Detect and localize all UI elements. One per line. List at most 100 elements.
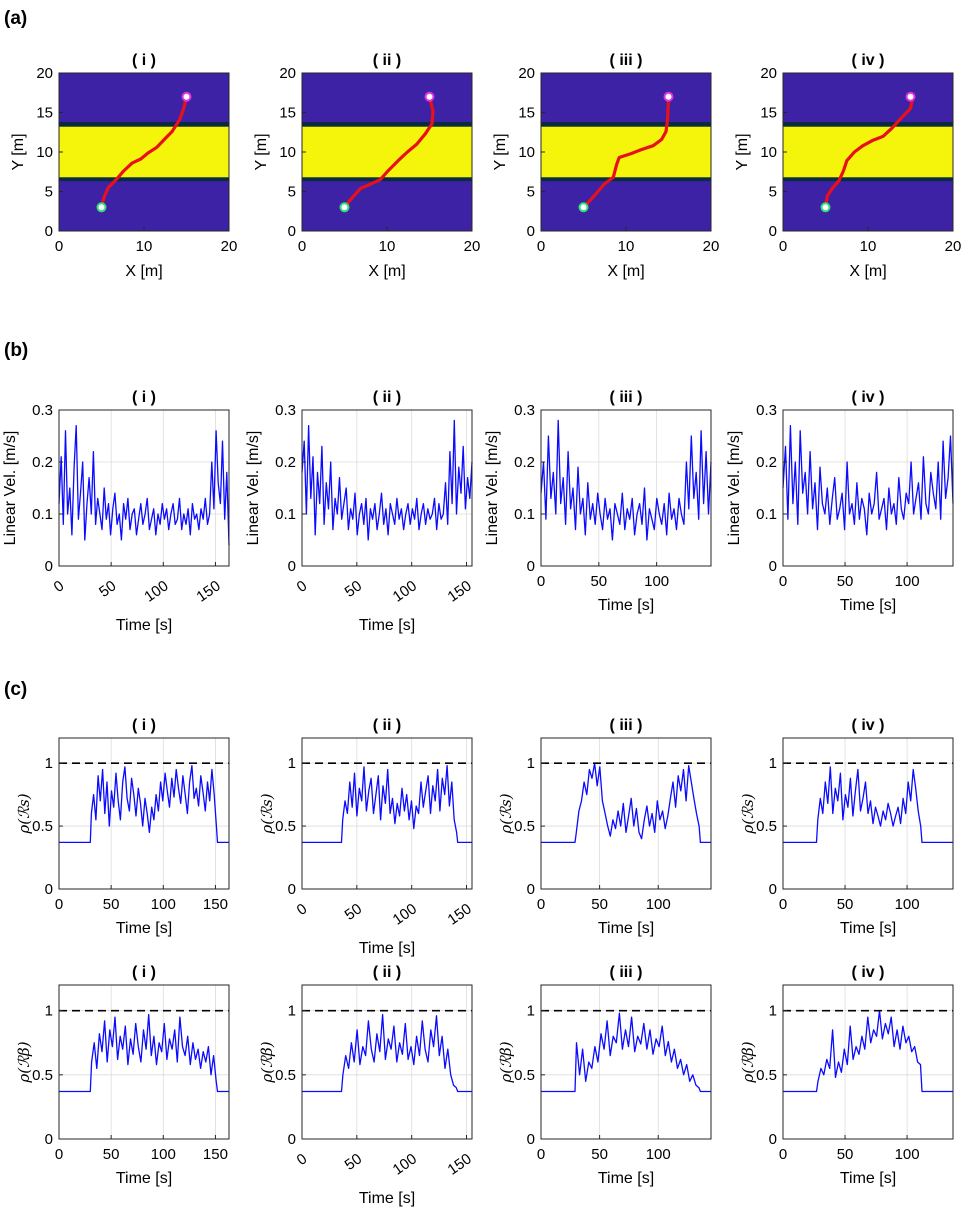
map-subplot-4: 0 5 10 15 20 0 10 20 ( iv ) X [m] Y [m] bbox=[734, 52, 961, 280]
y-tick-label: 10 bbox=[760, 144, 777, 161]
axes-frame bbox=[301, 737, 473, 890]
y-tick-label: 0 bbox=[45, 881, 53, 898]
trajectory-path bbox=[823, 95, 915, 209]
x-tick-label: 0 bbox=[294, 900, 311, 919]
x-tick-label: 100 bbox=[644, 573, 669, 590]
series-line bbox=[302, 1013, 472, 1093]
y-tick-label: 0.3 bbox=[514, 402, 535, 419]
c2-subplot-3: 0 0.5 1 0 50 100 ( iii ) Time [s] ρ(ℛβ) bbox=[497, 964, 712, 1187]
y-tick-label: 1 bbox=[288, 1003, 296, 1020]
y-tick-label: 1 bbox=[527, 1003, 535, 1020]
x-tick-label: 20 bbox=[221, 238, 238, 255]
axes-frame bbox=[58, 984, 230, 1140]
c1-subplot-3: 0 0.5 1 0 50 100 ( iii ) Time [s] ρ(ℛs) bbox=[497, 717, 712, 937]
map-band bbox=[783, 126, 953, 178]
y-tick-label: 0.1 bbox=[275, 506, 296, 523]
y-tick-label: 20 bbox=[36, 65, 53, 82]
y-tick-label: 0 bbox=[288, 1131, 296, 1148]
map-band-edge bbox=[302, 121, 472, 128]
y-tick-label: 15 bbox=[518, 105, 535, 122]
panel-label-b: (b) bbox=[4, 340, 28, 361]
map-band bbox=[541, 126, 711, 178]
subplot-title: ( iv ) bbox=[852, 717, 885, 734]
y-axis-label: ρ(ℛs) bbox=[497, 793, 515, 834]
c2-subplot-1: 0 0.5 1 0 50 100 150 ( i ) Time [s] ρ(ℛβ) bbox=[15, 964, 230, 1187]
y-tick-label: 0 bbox=[527, 881, 535, 898]
subplot-title: ( ii ) bbox=[373, 717, 401, 734]
series-line bbox=[541, 762, 711, 844]
subplot-title: ( i ) bbox=[132, 717, 156, 734]
axes-frame bbox=[782, 984, 954, 1140]
y-tick-label: 0.5 bbox=[275, 818, 296, 835]
y-tick-label: 1 bbox=[769, 1003, 777, 1020]
c1-subplot-1: 0 0.5 1 0 50 100 150 ( i ) Time [s] ρ(ℛs) bbox=[15, 717, 230, 937]
x-tick-label: 50 bbox=[103, 1146, 120, 1163]
axes-frame bbox=[58, 409, 230, 567]
map-band-edge bbox=[59, 175, 229, 182]
y-tick-label: 0.2 bbox=[756, 454, 777, 471]
c1-subplot-4: 0 0.5 1 0 50 100 ( iv ) Time [s] ρ(ℛs) bbox=[739, 717, 954, 937]
x-tick-label: 150 bbox=[445, 577, 475, 605]
x-tick-label: 50 bbox=[342, 577, 365, 600]
series-line bbox=[58, 424, 230, 546]
x-tick-label: 100 bbox=[895, 573, 920, 590]
y-axis-label: Linear Vel. [m/s] bbox=[484, 431, 501, 546]
x-tick-label: 20 bbox=[703, 238, 720, 255]
y-axis-label: ρ(ℛβ) bbox=[739, 1041, 757, 1083]
panel-label-a: (a) bbox=[4, 8, 27, 29]
y-tick-label: 1 bbox=[45, 755, 53, 772]
subplot-title: ( ii ) bbox=[373, 964, 401, 981]
x-tick-label: 0 bbox=[537, 573, 545, 590]
start-marker bbox=[820, 202, 831, 213]
subplot-title: ( ii ) bbox=[373, 52, 401, 69]
y-tick-label: 0 bbox=[527, 1131, 535, 1148]
b-subplot-1: 0 0.1 0.2 0.3 0 50 100 150 ( i ) Time [s] Linear V… bbox=[2, 389, 230, 634]
trajectory-path bbox=[99, 95, 189, 209]
x-tick-label: 150 bbox=[203, 1146, 228, 1163]
x-tick-label: 150 bbox=[445, 1150, 475, 1178]
y-axis-label: ρ(ℛs) bbox=[739, 793, 757, 834]
map-subplot-2: 0 5 10 15 20 0 10 20 ( ii ) X [m] Y [m] bbox=[253, 52, 480, 280]
y-tick-label: 0.1 bbox=[32, 506, 53, 523]
y-tick-label: 0 bbox=[769, 881, 777, 898]
subplot-title: ( i ) bbox=[132, 964, 156, 981]
series-line bbox=[783, 766, 953, 844]
y-tick-label: 20 bbox=[760, 65, 777, 82]
y-tick-label: 0 bbox=[45, 1131, 53, 1148]
y-tick-label: 15 bbox=[279, 105, 296, 122]
series-line bbox=[302, 765, 472, 844]
x-axis-label: Time [s] bbox=[840, 1170, 896, 1187]
map-band-edge bbox=[541, 121, 711, 128]
x-tick-label: 100 bbox=[646, 896, 671, 913]
x-tick-label: 10 bbox=[860, 238, 877, 255]
x-tick-label: 0 bbox=[779, 573, 787, 590]
y-tick-label: 0.5 bbox=[514, 1067, 535, 1084]
x-tick-label: 0 bbox=[537, 1146, 545, 1163]
x-tick-label: 100 bbox=[390, 900, 420, 928]
y-axis-label: Y [m] bbox=[10, 133, 27, 170]
x-tick-label: 10 bbox=[618, 238, 635, 255]
y-tick-label: 1 bbox=[769, 755, 777, 772]
x-tick-label: 10 bbox=[136, 238, 153, 255]
x-tick-label: 150 bbox=[445, 900, 475, 928]
subplot-title: ( iv ) bbox=[852, 389, 885, 406]
x-tick-label: 0 bbox=[779, 896, 787, 913]
x-tick-label: 100 bbox=[151, 896, 176, 913]
y-tick-label: 5 bbox=[45, 184, 53, 201]
subplot-title: ( iii ) bbox=[610, 964, 643, 981]
y-tick-label: 0 bbox=[288, 558, 296, 575]
b-subplot-4: 0 0.1 0.2 0.3 0 50 100 ( iv ) Time [s] Linear Vel… bbox=[726, 389, 954, 614]
y-tick-label: 0 bbox=[45, 558, 53, 575]
x-tick-label: 50 bbox=[837, 896, 854, 913]
axes-frame bbox=[301, 984, 473, 1140]
axes-frame bbox=[301, 409, 473, 567]
y-tick-label: 0.5 bbox=[756, 818, 777, 835]
x-tick-label: 50 bbox=[591, 896, 608, 913]
start-marker bbox=[96, 202, 107, 213]
x-axis-label: X [m] bbox=[368, 263, 405, 280]
y-tick-label: 0 bbox=[288, 881, 296, 898]
map-band-edge bbox=[302, 175, 472, 182]
series-line bbox=[540, 419, 712, 541]
subplot-title: ( iii ) bbox=[610, 389, 643, 406]
